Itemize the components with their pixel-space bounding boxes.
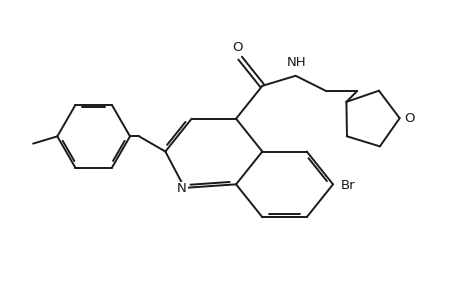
Text: O: O [232,41,242,54]
Text: Br: Br [340,179,354,192]
Text: N: N [177,182,186,195]
Text: NH: NH [286,56,306,69]
Text: O: O [404,112,414,125]
